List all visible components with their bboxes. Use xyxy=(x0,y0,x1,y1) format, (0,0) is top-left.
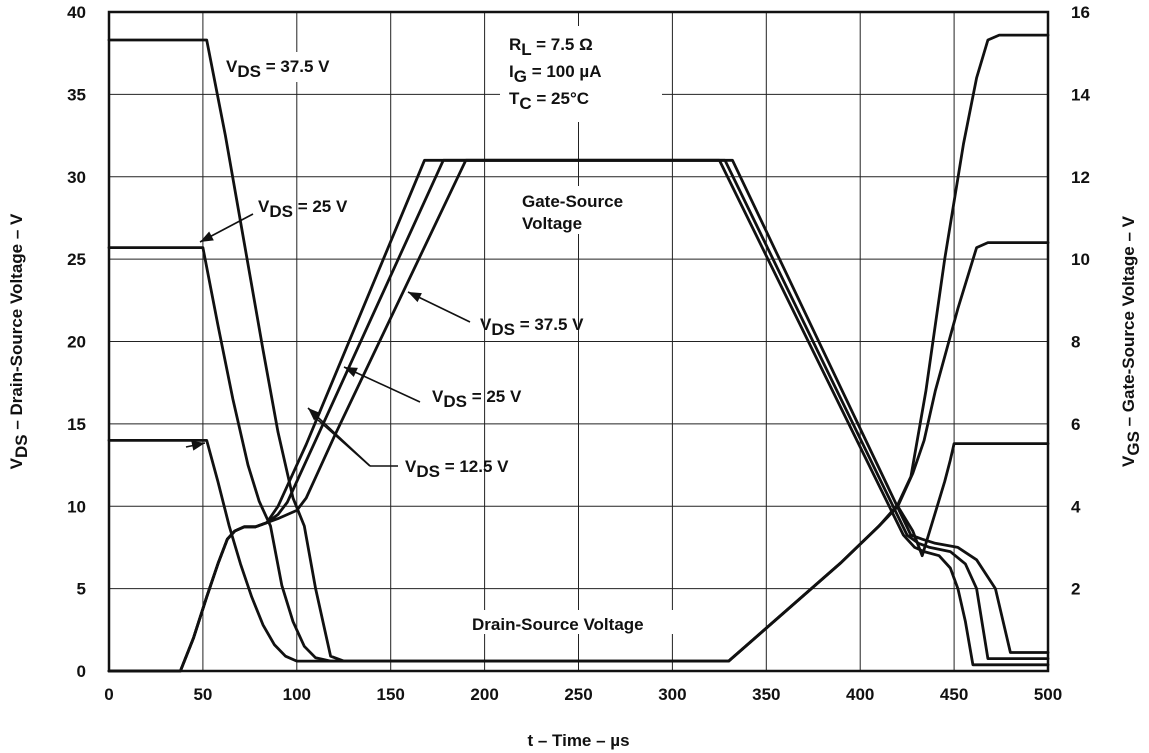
y-left-tick-label: 40 xyxy=(67,3,86,22)
y-left-tick-label: 15 xyxy=(67,415,86,434)
annotations: RL = 7.5 Ω IG = 100 µA TC = 25°C VDS = 37.5… xyxy=(185,26,690,634)
vgs-series-5 xyxy=(107,158,1050,673)
y-right-tick-label: 6 xyxy=(1071,415,1080,434)
y-right-tick-label: 10 xyxy=(1071,250,1090,269)
condition-text: RL = 7.5 Ω xyxy=(509,35,593,59)
x-tick-label: 400 xyxy=(846,685,874,704)
label-backdrop xyxy=(470,610,690,634)
x-tick-label: 50 xyxy=(193,685,212,704)
y-right-axis-label: VGS – Gate-Source Voltage – V xyxy=(1119,215,1143,467)
curves xyxy=(107,33,1050,673)
y-left-tick-label: 25 xyxy=(67,250,86,269)
x-tick-label: 100 xyxy=(283,685,311,704)
x-tick-label: 350 xyxy=(752,685,780,704)
vds-series-2 xyxy=(107,438,1050,663)
y-right-tick-label: 8 xyxy=(1071,333,1080,352)
label-backdrop xyxy=(520,186,652,234)
x-tick-label: 300 xyxy=(658,685,686,704)
x-tick-label: 0 xyxy=(104,685,113,704)
arrow-vgs25 xyxy=(343,366,421,403)
y-right-tick-label: 4 xyxy=(1071,497,1081,516)
x-tick-label: 500 xyxy=(1034,685,1062,704)
gate-source-label: Voltage xyxy=(522,214,582,233)
y-left-tick-label: 35 xyxy=(67,85,86,104)
conditions-backdrop xyxy=(500,26,662,122)
y-left-tick-label: 0 xyxy=(77,662,86,681)
y-left-tick-label: 20 xyxy=(67,333,86,352)
x-tick-label: 200 xyxy=(470,685,498,704)
y-right-tick-label: 2 xyxy=(1071,580,1080,599)
y-right-tick-label: 14 xyxy=(1071,85,1090,104)
plot-frame xyxy=(107,10,1050,673)
vds-25-label: VDS = 25 V xyxy=(258,197,348,221)
leader-vgs12-5-b xyxy=(317,419,371,467)
arrow-vgs37-5-head xyxy=(408,292,422,303)
y-left-tick-label: 5 xyxy=(77,580,86,599)
vds-37-5-label: VDS = 37.5 V xyxy=(226,57,330,81)
label-backdrop xyxy=(218,52,360,82)
y-right-tick-label: 12 xyxy=(1071,168,1090,187)
vgs-curve-37-5-label: VDS = 37.5 V xyxy=(480,315,584,339)
y-left-axis-label: VDS – Drain-Source Voltage – V xyxy=(7,213,31,469)
arrow-vgs12-5-head xyxy=(308,408,321,421)
arrow-vds25-head xyxy=(200,231,214,242)
x-tick-label: 250 xyxy=(564,685,592,704)
condition-text: IG = 100 µA xyxy=(509,62,602,86)
x-tick-label: 150 xyxy=(377,685,405,704)
vgs-curve-12-5-label: VDS = 12.5 V xyxy=(405,457,509,481)
arrow-vds12-5-left-head xyxy=(191,440,205,451)
y-right-tick-label: 16 xyxy=(1071,3,1090,22)
grid xyxy=(109,12,1048,671)
condition-text: TC = 25°C xyxy=(509,89,589,113)
arrow-vgs25-head xyxy=(344,367,358,377)
y-left-tick-label: 30 xyxy=(67,168,86,187)
tick-labels: 0 50 100 150 200 250 300 350 400 450 500 0 5 10 15 20 25… xyxy=(7,3,1143,750)
gate-source-label: Gate-Source xyxy=(522,192,623,211)
y-left-tick-label: 10 xyxy=(67,497,86,516)
x-axis-label: t – Time – µs xyxy=(527,731,629,750)
drain-source-label: Drain-Source Voltage xyxy=(472,615,644,634)
x-tick-label: 450 xyxy=(940,685,968,704)
vgs-curve-25-label: VDS = 25 V xyxy=(432,387,522,411)
